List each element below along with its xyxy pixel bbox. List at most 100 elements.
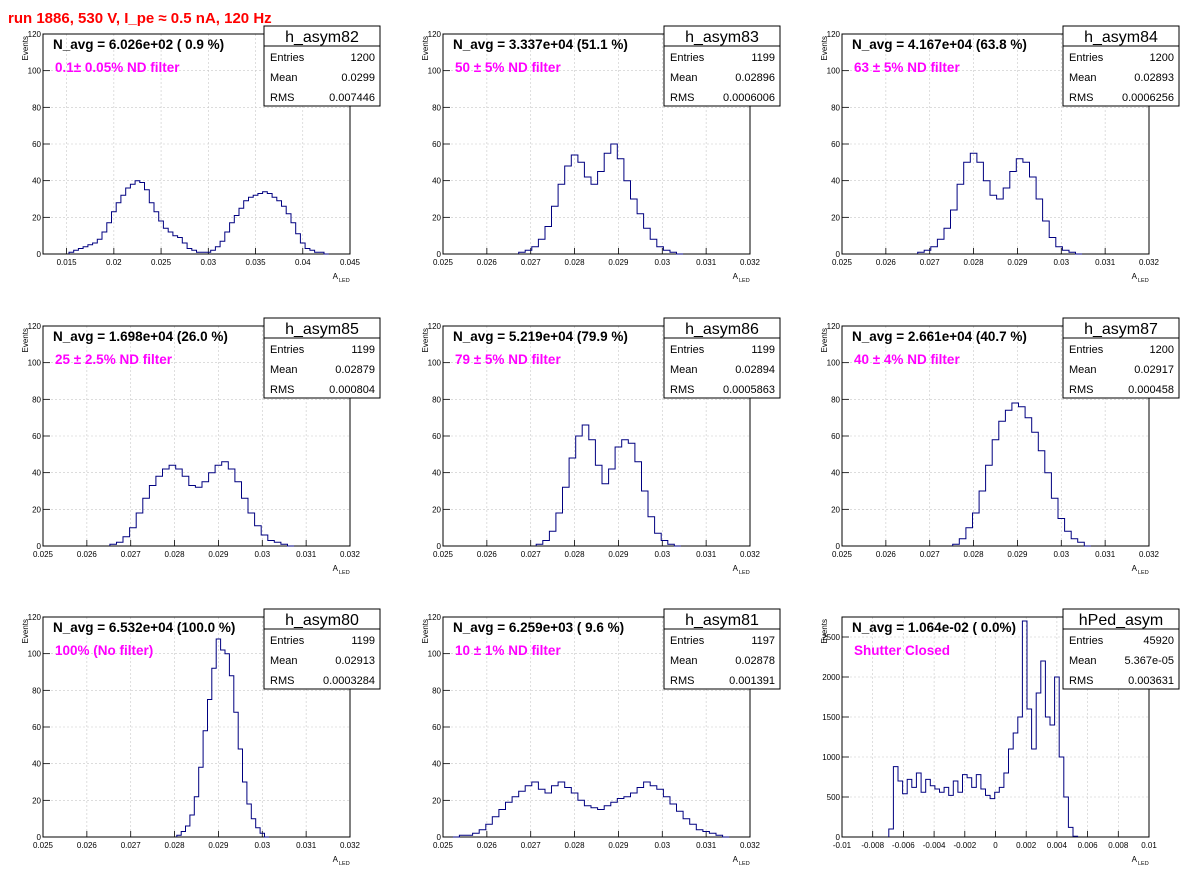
stats-histogram-name: h_asym84 [1084, 29, 1158, 46]
x-tick-label: 0.032 [1139, 550, 1160, 559]
stats-value: 1200 [1150, 52, 1174, 64]
stats-box: h_asym84 Entries 1200 Mean 0.02893 RMS 0.00062… [1062, 25, 1180, 107]
x-tick-label: 0.031 [1095, 550, 1116, 559]
x-tick-label: 0.026 [477, 258, 498, 267]
plot-frame [841, 616, 1150, 838]
plot-frame [442, 616, 751, 838]
x-tick-label: 0.03 [254, 550, 270, 559]
x-tick-label: -0.004 [923, 841, 946, 850]
y-tick-label-zero: 0 [836, 833, 841, 842]
x-tick-label: 0.027 [521, 841, 542, 850]
navg-label: N_avg = 6.532e+04 (100.0 %) [53, 620, 235, 635]
stats-value: 1199 [751, 52, 775, 64]
y-axis-label: Events [820, 619, 829, 643]
stats-value: 0.02894 [735, 364, 775, 376]
stats-label: Entries [270, 344, 305, 356]
stats-label: RMS [1069, 675, 1093, 687]
x-tick-label: 0.015 [57, 258, 78, 267]
x-tick-label: 0.029 [608, 841, 629, 850]
x-tick-label: -0.002 [953, 841, 976, 850]
histogram-panel-h_asym87: 0.025 0.026 0.027 0.028 0.029 0.03 0.031 0.032 2… [820, 317, 1180, 576]
x-tick-label: 0.029 [1007, 258, 1028, 267]
x-tick-label: -0.008 [861, 841, 884, 850]
filter-annotation: 100% (No filter) [55, 643, 153, 658]
y-tick-label-zero: 0 [437, 250, 442, 259]
y-tick-label: 60 [432, 723, 441, 732]
histogram-series-h_asym86 [535, 424, 681, 547]
stats-label: Entries [670, 52, 705, 64]
y-tick-label: 60 [432, 140, 441, 149]
y-tick-label: 100 [28, 67, 42, 76]
y-tick-label: 40 [831, 469, 840, 478]
stats-box-frame [263, 25, 381, 107]
stats-box-frame [663, 25, 781, 107]
y-tick-label: 1500 [822, 713, 840, 722]
stats-histogram-name: h_asym82 [285, 29, 359, 46]
x-tick-label: 0.026 [477, 841, 498, 850]
x-axis-label-subscript: LED [739, 570, 750, 576]
y-tick-label: 100 [428, 67, 442, 76]
stats-value: 0.02917 [1134, 364, 1174, 376]
plot-frame [42, 325, 351, 547]
x-axis-label: A [1132, 272, 1138, 281]
x-tick-label: 0.028 [565, 841, 586, 850]
x-tick-label: 0.027 [920, 258, 941, 267]
x-axis-label-subscript: LED [1138, 278, 1149, 284]
y-tick-label: 60 [831, 140, 840, 149]
navg-label: N_avg = 5.219e+04 (79.9 %) [453, 329, 628, 344]
filter-annotation: 79 ± 5% ND filter [455, 352, 561, 367]
x-tick-label: 0.031 [696, 258, 717, 267]
y-tick-label: 40 [831, 177, 840, 186]
y-tick-label: 120 [428, 322, 442, 331]
x-axis-label: A [333, 564, 339, 573]
filter-annotation: Shutter Closed [854, 643, 950, 658]
y-tick-label: 100 [428, 650, 442, 659]
stats-label: Mean [1069, 655, 1097, 667]
x-tick-label: 0.031 [1095, 258, 1116, 267]
x-tick-label: 0.03 [654, 550, 670, 559]
stats-value: 0.007446 [329, 92, 375, 104]
stats-histogram-name: h_asym87 [1084, 321, 1158, 338]
stats-histogram-name: h_asym86 [685, 321, 759, 338]
y-tick-label-zero: 0 [37, 542, 42, 551]
y-tick-label: 80 [432, 395, 441, 404]
y-tick-label: 60 [432, 432, 441, 441]
navg-label: N_avg = 4.167e+04 (63.8 %) [852, 37, 1027, 52]
x-tick-label: 0.03 [1053, 258, 1069, 267]
y-tick-label-zero: 0 [836, 250, 841, 259]
x-tick-label: 0.027 [521, 550, 542, 559]
stats-value: 0.02913 [335, 655, 375, 667]
x-tick-label: 0.027 [920, 550, 941, 559]
stats-value: 0.001391 [729, 675, 775, 687]
y-tick-label: 60 [32, 432, 41, 441]
stats-value: 5.367e-05 [1124, 655, 1174, 667]
x-tick-label: 0.006 [1078, 841, 1099, 850]
stats-value: 0.02893 [1134, 72, 1174, 84]
y-tick-label: 120 [28, 322, 42, 331]
stats-label: RMS [1069, 384, 1093, 396]
y-tick-label: 100 [827, 359, 841, 368]
x-axis-label-subscript: LED [1138, 570, 1149, 576]
x-tick-label: 0.026 [876, 258, 897, 267]
stats-value: 0.02879 [335, 364, 375, 376]
x-tick-label: 0.03 [201, 258, 217, 267]
y-tick-label: 120 [428, 613, 442, 622]
x-tick-label: 0.025 [433, 258, 454, 267]
histogram-series-h_asym85 [109, 461, 295, 547]
x-axis-label: A [333, 272, 339, 281]
stats-box-frame [1062, 317, 1180, 399]
x-tick-label: -0.01 [833, 841, 852, 850]
x-tick-label: 0.035 [246, 258, 267, 267]
stats-value: 1199 [351, 635, 375, 647]
y-tick-label: 100 [827, 67, 841, 76]
filter-annotation: 10 ± 1% ND filter [455, 643, 561, 658]
plot-frame [442, 325, 751, 547]
y-tick-label: 80 [432, 103, 441, 112]
stats-label: Mean [1069, 72, 1097, 84]
x-tick-label: 0.031 [296, 841, 317, 850]
stats-box-frame [1062, 608, 1180, 690]
x-tick-label: 0.02 [106, 258, 122, 267]
x-axis-label-subscript: LED [339, 278, 350, 284]
x-tick-label: 0 [993, 841, 998, 850]
plot-frame [42, 616, 351, 838]
